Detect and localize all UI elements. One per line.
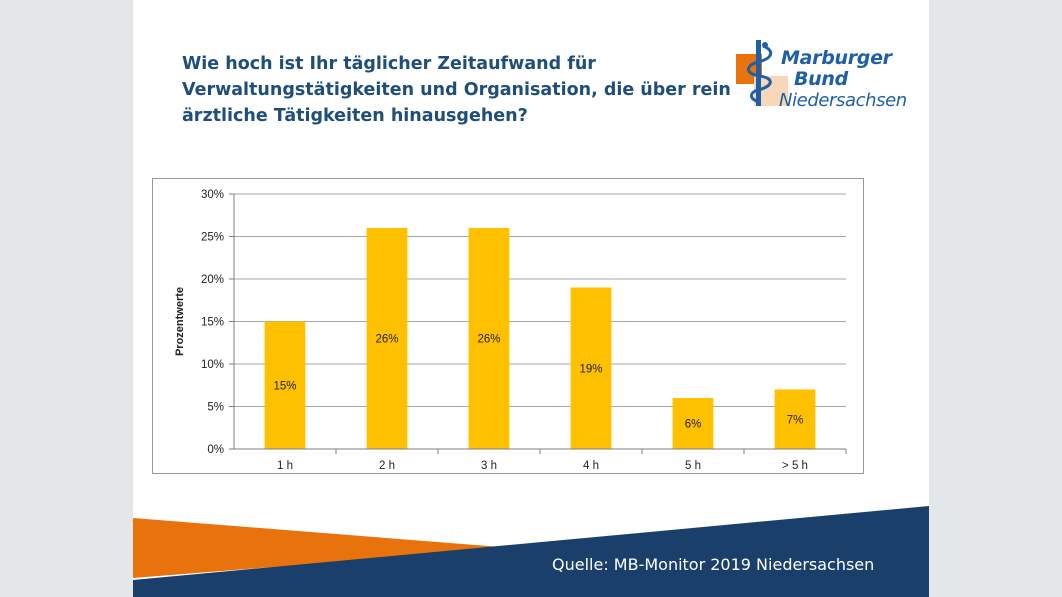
y-tick-label: 10% — [201, 359, 224, 371]
x-tick-label: 4 h — [583, 460, 599, 472]
bar-chart: 0% 5% 10% 15% 20% 25% 30% 15% 1 h 26% 2 h 26% 3 h 19%… — [174, 189, 847, 472]
data-label: 7% — [787, 414, 804, 426]
logo-line-2: Bund — [794, 68, 848, 90]
x-tick-label: 3 h — [481, 460, 497, 472]
x-tick-label: 2 h — [379, 460, 395, 472]
slide-title: Wie hoch ist Ihr täglicher Zeitaufwand f… — [182, 51, 742, 129]
data-label: 19% — [579, 363, 602, 375]
source-caption: Quelle: MB-Monitor 2019 Niedersachsen — [552, 555, 875, 574]
y-axis-label: Prozentwerte — [174, 287, 186, 356]
bar — [570, 287, 612, 449]
bar — [366, 228, 408, 449]
x-tick-label: 1 h — [277, 460, 293, 472]
footer-orange-wedge — [133, 518, 513, 578]
bar — [672, 398, 714, 449]
y-tick-label: 30% — [201, 189, 224, 201]
staff-of-asclepius-icon — [736, 40, 788, 106]
y-tick-label: 15% — [201, 317, 224, 329]
footer-band — [133, 506, 929, 597]
marburger-bund-logo: Marburger Bund Niedersachsen — [734, 36, 919, 116]
slide: Wie hoch ist Ihr täglicher Zeitaufwand f… — [133, 0, 929, 597]
x-tick-label: 5 h — [685, 460, 701, 472]
data-label: 15% — [273, 380, 296, 392]
y-tick-label: 5% — [207, 402, 224, 414]
y-tick-label: 20% — [201, 274, 224, 286]
footer-navy-band — [133, 506, 929, 597]
bar — [774, 389, 816, 449]
title-line: Verwaltungstätigkeiten und Organisation,… — [182, 80, 731, 100]
x-tick-label: > 5 h — [782, 460, 808, 472]
data-label: 26% — [375, 334, 398, 346]
bar — [264, 321, 306, 449]
logo-line-1: Marburger — [781, 47, 892, 69]
title-line: Wie hoch ist Ihr täglicher Zeitaufwand f… — [182, 54, 596, 74]
chart-area: 0% 5% 10% 15% 20% 25% 30% 15% 1 h 26% 2 h 26% 3 h 19%… — [152, 178, 864, 474]
data-label: 6% — [685, 419, 702, 431]
y-tick-label: 25% — [201, 232, 224, 244]
title-line: ärztliche Tätigkeiten hinausgehen? — [182, 106, 528, 126]
logo-line-3: Niedersachsen — [779, 90, 907, 111]
y-tick-label: 0% — [207, 444, 224, 456]
bar — [468, 228, 510, 449]
data-label: 26% — [477, 334, 500, 346]
logo-wordmark: Marburger Bund Niedersachsen — [779, 47, 907, 112]
